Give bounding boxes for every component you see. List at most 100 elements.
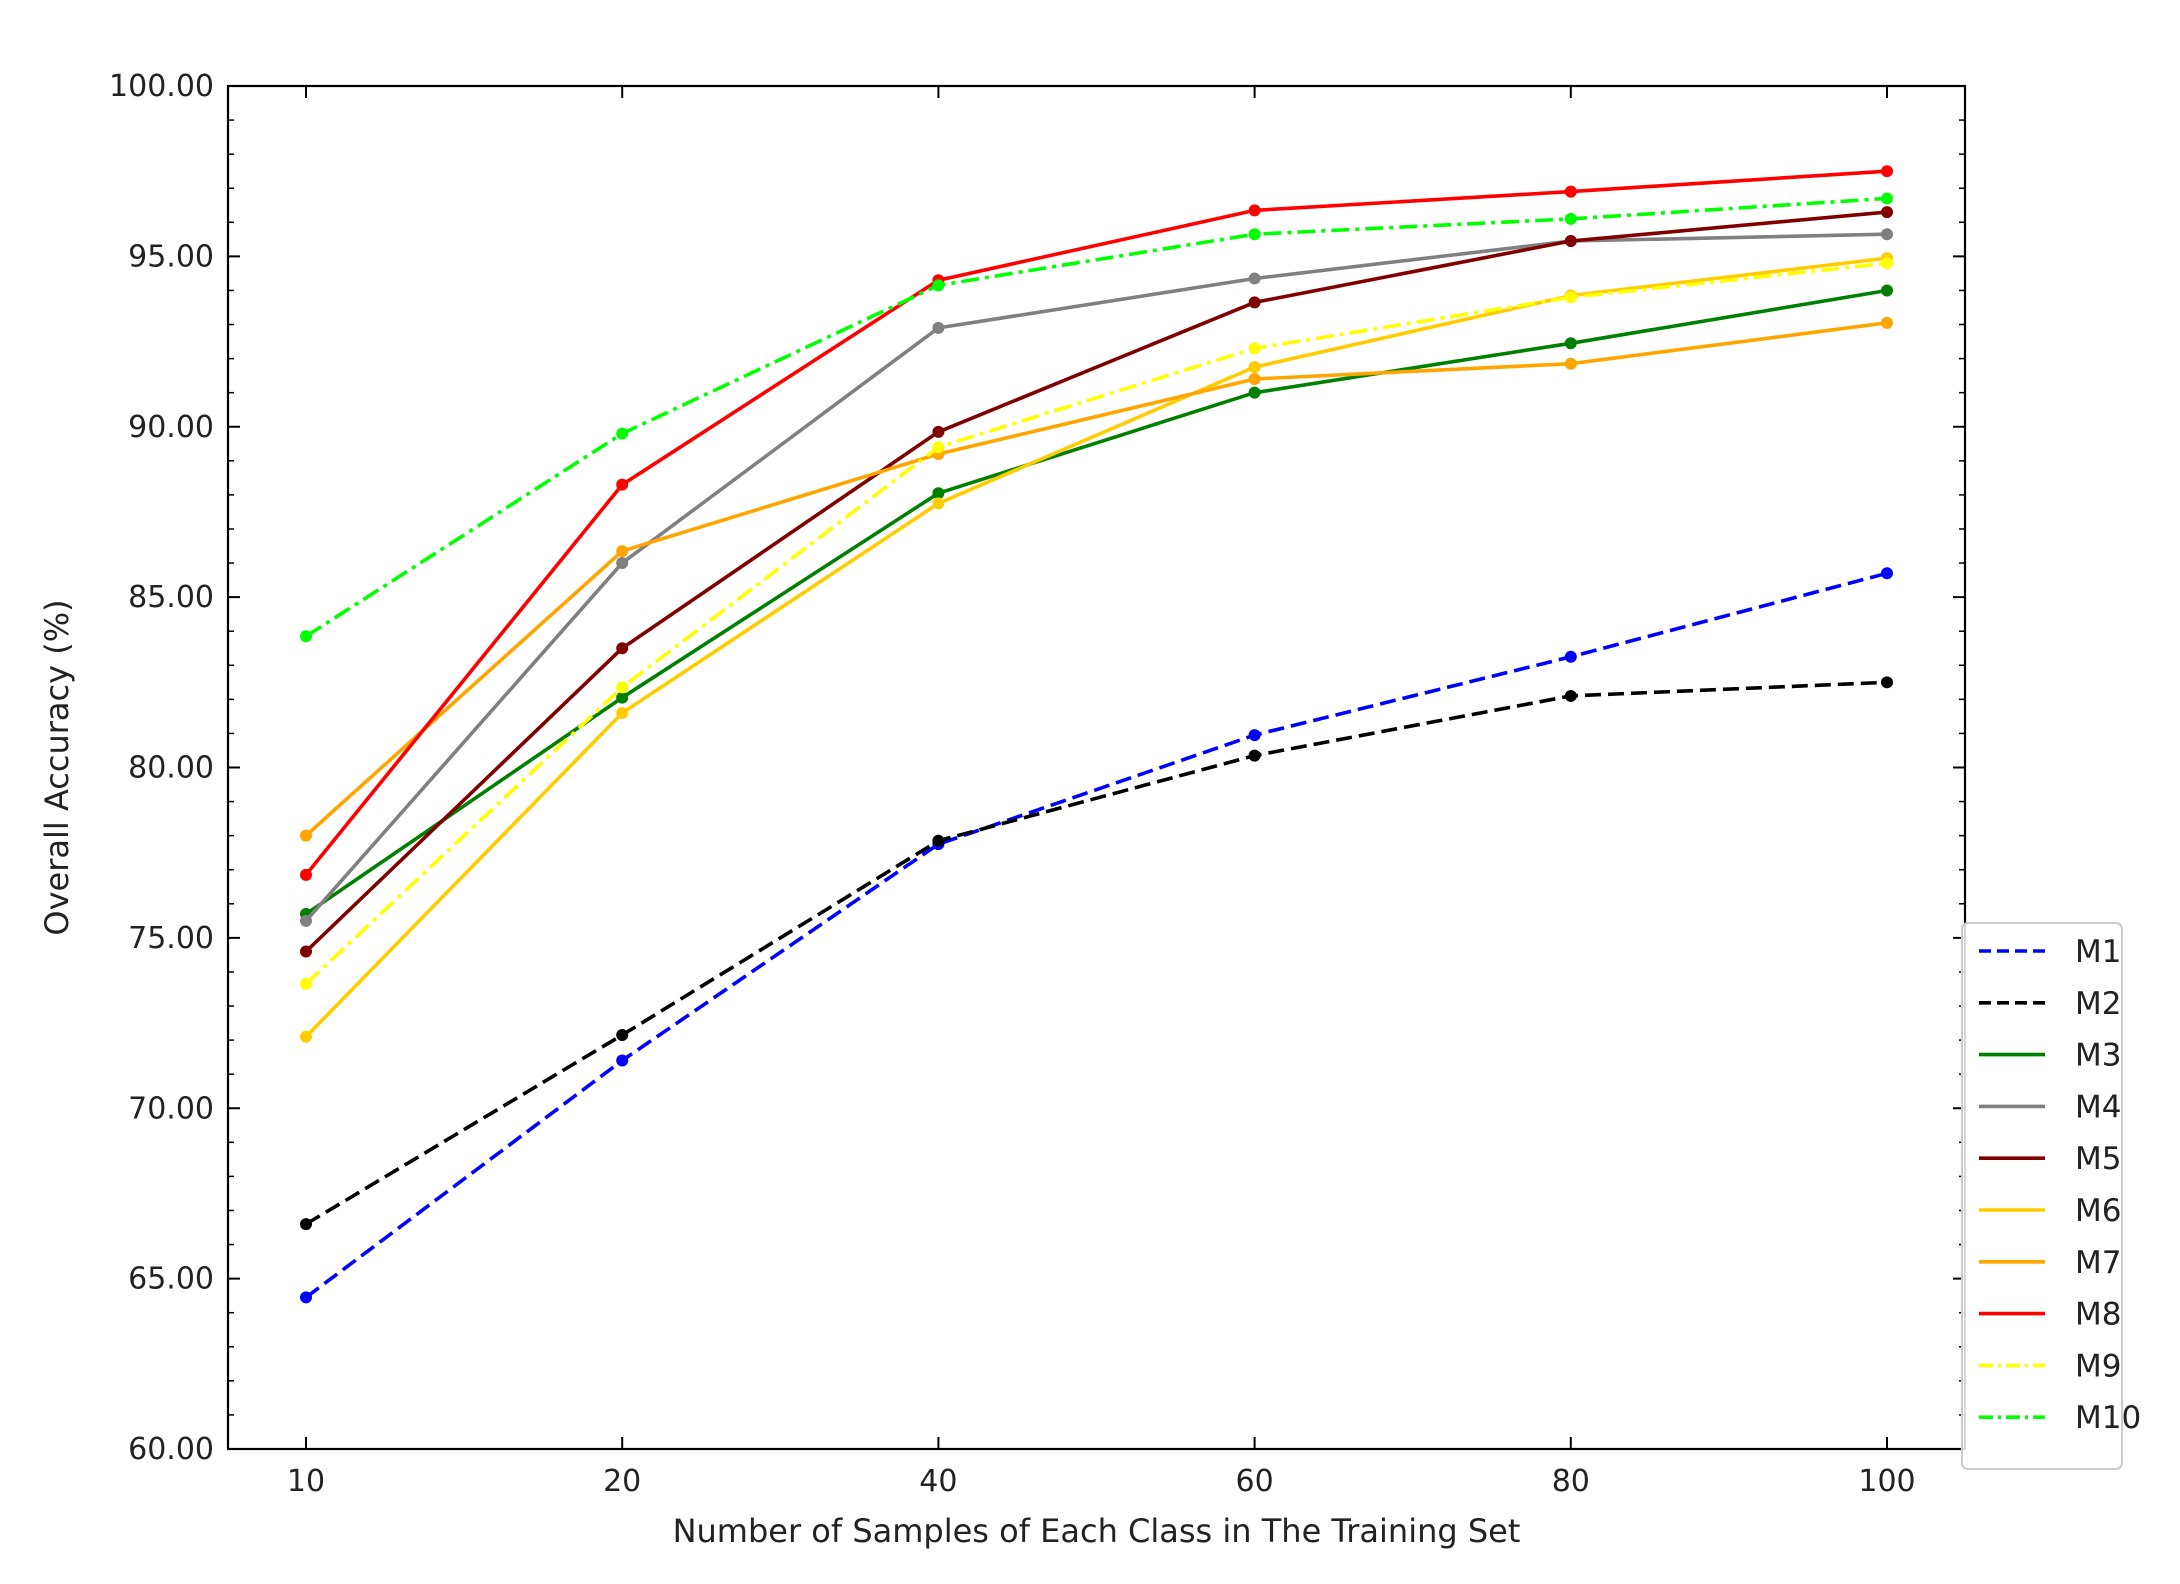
data-point [616,706,629,719]
data-point [1564,650,1577,663]
data-point [932,834,945,847]
x-tick-label: 80 [1552,1464,1590,1499]
series-m2 [300,676,1893,1231]
data-point [616,681,629,694]
legend-label: M4 [2075,1089,2121,1125]
x-tick-label: 40 [919,1464,957,1499]
series-line-m4 [304,232,1888,922]
x-tick-label: 60 [1236,1464,1274,1499]
data-point [1881,567,1893,580]
legend-box [1961,922,2123,1470]
y-tick-label: 70.00 [128,1091,214,1126]
data-point [932,487,945,500]
legend-label: M5 [2075,1141,2121,1177]
series-m10 [300,192,1893,643]
data-point [1881,206,1893,219]
y-tick-label: 60.00 [128,1432,214,1467]
legend-label: M1 [2075,934,2121,970]
data-point [1248,749,1261,762]
data-point [1248,361,1261,374]
series-m5 [300,206,1893,958]
series-line-m2 [305,680,1888,1226]
legend-label: M8 [2075,1297,2121,1333]
data-point [300,630,312,643]
data-point [1564,235,1577,248]
data-point [1564,337,1577,350]
data-point [1248,272,1261,285]
data-point [1248,729,1261,742]
data-point [616,478,629,491]
series-line-m1 [304,571,1888,1299]
data-point [616,545,629,558]
data-point [300,977,312,990]
data-point [1881,165,1893,178]
series-m8 [300,165,1893,881]
series-line-m8 [304,169,1888,876]
legend-label: M3 [2075,1038,2121,1074]
x-axis-label: Number of Samples of Each Class in The T… [673,1512,1521,1550]
data-point [1248,342,1261,355]
x-tick-label: 100 [1858,1464,1915,1499]
series-m7 [300,316,1893,842]
data-point [1881,676,1893,689]
data-point [1248,204,1261,217]
y-tick-label: 75.00 [128,921,214,956]
y-tick-label: 90.00 [128,410,214,445]
data-point [1564,291,1577,304]
data-point [932,321,945,334]
data-point [1248,373,1261,386]
y-tick-label: 65.00 [128,1262,214,1297]
y-tick-label: 95.00 [128,239,214,274]
data-point [616,691,629,704]
series-m3 [300,284,1893,921]
legend: M1 M2 M3 M4 M5 M6 M7 M8 M9 M10 [1961,922,2141,1470]
y-tick-label: 80.00 [128,751,214,786]
data-point [616,1028,629,1041]
data-point [1881,284,1893,297]
data-point [300,1030,312,1043]
legend-label: M6 [2075,1193,2121,1229]
legend-label: M9 [2075,1348,2121,1384]
y-axis-label: Overall Accuracy (%) [38,599,76,935]
data-point [616,642,629,655]
data-point [1248,296,1261,309]
data-point [616,427,629,440]
data-point [616,557,629,570]
data-point [932,425,945,438]
data-point [1881,316,1893,329]
data-point [1564,212,1577,225]
data-point [300,945,312,958]
data-point [1248,386,1261,399]
y-tick-label: 100.00 [109,69,214,104]
data-point [300,914,312,927]
series-line-m9 [304,261,1888,986]
series-line-m6 [304,256,1888,1038]
data-point [300,868,312,881]
data-point [1881,192,1893,205]
data-point [300,1291,312,1304]
data-point [1881,228,1893,241]
data-point [1564,689,1577,702]
series-line-m10 [305,196,1888,638]
series-line-m5 [304,210,1888,953]
legend-label: M10 [2075,1400,2141,1436]
series-line-m7 [304,321,1888,837]
data-point [300,829,312,842]
data-point [1564,357,1577,370]
legend-label: M7 [2075,1245,2121,1281]
x-tick-label: 20 [603,1464,641,1499]
data-point [932,279,945,292]
data-point [1881,257,1893,270]
data-point [1564,185,1577,198]
series-m9 [300,257,1893,990]
x-tick-label: 10 [287,1464,325,1499]
data-point [300,1218,312,1231]
legend-label: M2 [2075,986,2121,1022]
y-tick-label: 85.00 [128,580,214,615]
data-point [1248,228,1261,241]
series-line-m3 [304,288,1888,916]
data-point [932,497,945,510]
